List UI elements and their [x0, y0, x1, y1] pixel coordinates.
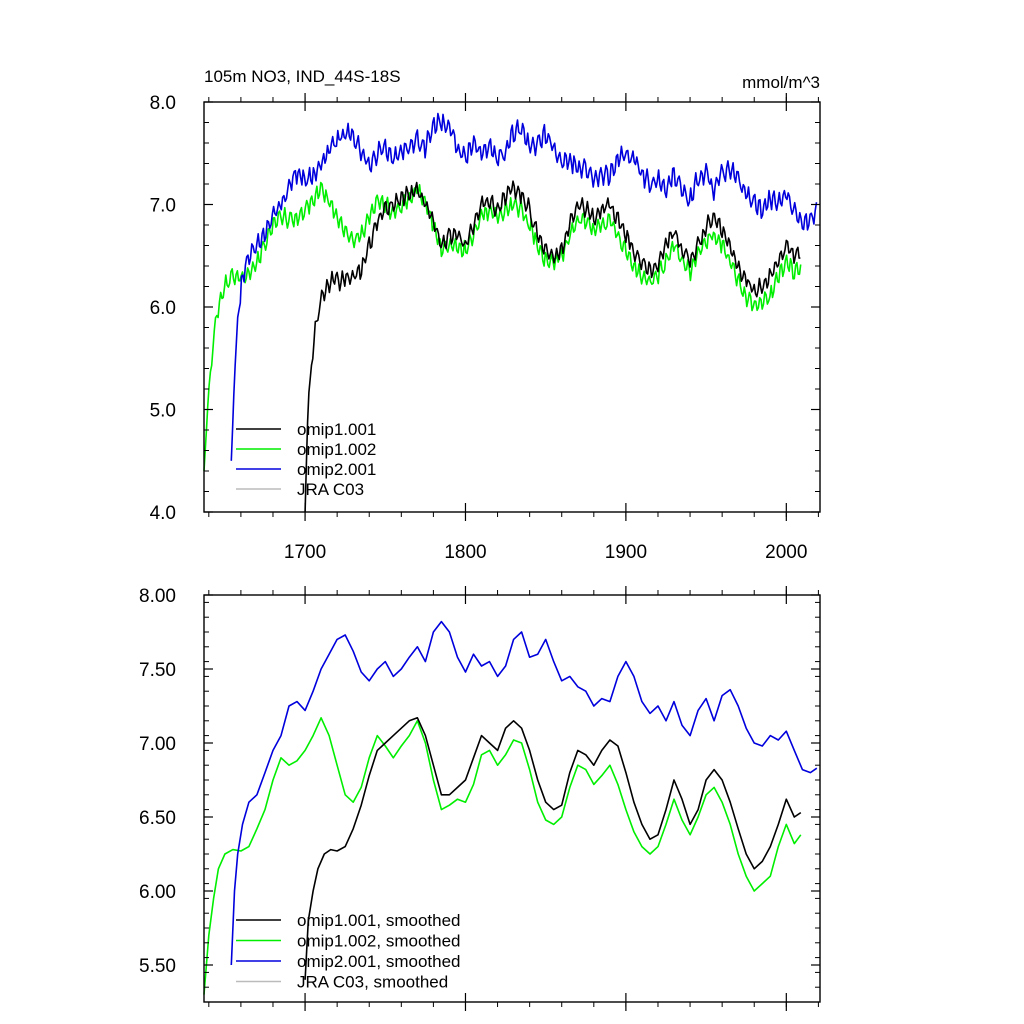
bottom-y-tick-labels: 5.50 6.00 6.50 7.00 7.50 8.00	[139, 586, 176, 977]
top-legend-label: omip1.002	[297, 440, 376, 459]
bottom-panel: 5.50 6.00 6.50 7.00 7.50 8.00 omip1.001, smoo…	[139, 586, 821, 1011]
bottom-ytick-label: 5.50	[139, 956, 176, 977]
top-line-omip1-002	[203, 181, 802, 472]
bottom-line-omip1-002-smoothed	[203, 717, 802, 995]
top-ytick-label: 5.0	[150, 401, 176, 422]
top-ytick-label: 8.0	[150, 93, 176, 114]
top-ytick-label: 7.0	[150, 196, 176, 217]
top-x-tick-labels: 1700 1800 1900 2000	[284, 542, 808, 563]
top-ytick-label: 4.0	[150, 503, 176, 524]
bottom-legend-label: omip1.002, smoothed	[297, 932, 461, 951]
bottom-ytick-label: 7.00	[139, 734, 176, 755]
bottom-legend-label: JRA C03, smoothed	[297, 973, 448, 992]
top-units: mmol/m^3	[742, 73, 820, 92]
top-series-lines	[203, 112, 818, 513]
top-xtick-label: 1700	[284, 542, 326, 563]
top-xtick-label: 1900	[605, 542, 647, 563]
top-legend-label: omip2.001	[297, 460, 376, 479]
bottom-ticks	[204, 586, 820, 1011]
top-y-tick-labels: 4.0 5.0 6.0 7.0 8.0	[150, 93, 176, 524]
bottom-ytick-label: 6.00	[139, 882, 176, 903]
bottom-legend-label: omip2.001, smoothed	[297, 952, 461, 971]
bottom-line-omip2-001-smoothed	[230, 620, 818, 966]
bottom-ytick-label: 7.50	[139, 660, 176, 681]
bottom-line-omip1-001-smoothed	[304, 717, 802, 980]
top-line-omip1-001	[304, 180, 801, 513]
top-legend-label: JRA C03	[297, 480, 364, 499]
top-line-omip2-001	[230, 112, 818, 461]
top-panel: 105m NO3, IND_44S-18S mmol/m^3 4.0 5.0 6.0…	[150, 67, 821, 563]
bottom-legend-label: omip1.001, smoothed	[297, 911, 461, 930]
top-ticks	[204, 93, 820, 521]
bottom-ytick-label: 8.00	[139, 586, 176, 607]
top-legend-label: omip1.001	[297, 420, 376, 439]
top-title: 105m NO3, IND_44S-18S	[204, 67, 401, 86]
bottom-ytick-label: 6.50	[139, 808, 176, 829]
top-ytick-label: 6.0	[150, 298, 176, 319]
bottom-plot-frame	[203, 594, 821, 1003]
bottom-series-lines	[203, 620, 818, 995]
top-xtick-label: 1800	[444, 542, 486, 563]
top-xtick-label: 2000	[765, 542, 807, 563]
bottom-legend: omip1.001, smoothed omip1.002, smoothedom…	[236, 911, 461, 992]
